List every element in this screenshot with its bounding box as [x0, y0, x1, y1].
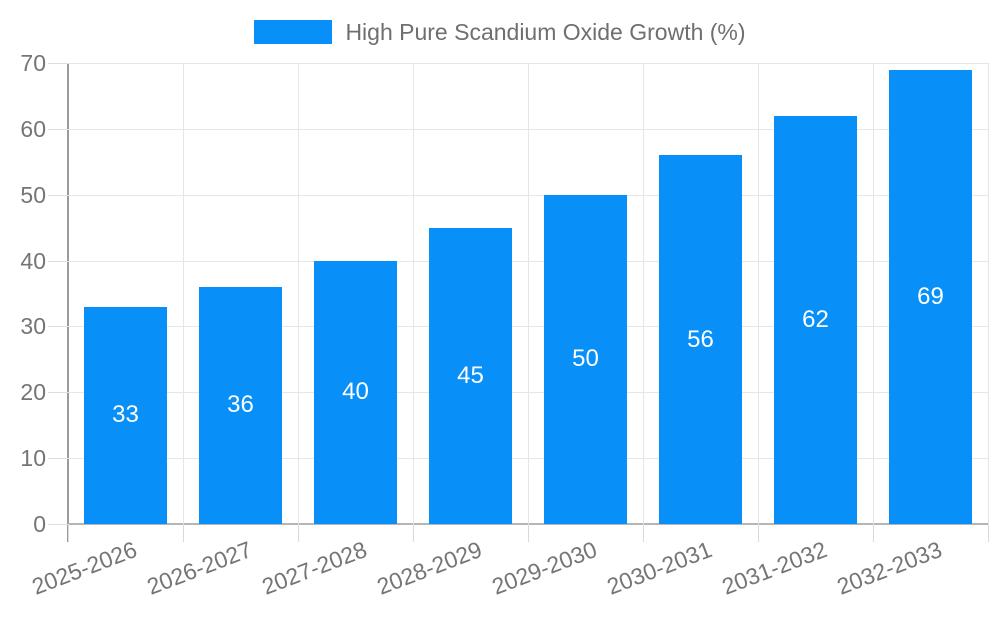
x-tick-label-2032-2033: 2032-2033 — [832, 536, 945, 600]
y-axis-line — [67, 63, 69, 542]
bar-value-label: 40 — [342, 378, 369, 406]
x-tick-mark-7 — [873, 524, 874, 542]
bar-chart: High Pure Scandium Oxide Growth (%) 33 36… — [0, 18, 1000, 600]
bar-value-label: 56 — [687, 325, 714, 353]
y-tick-mark-10 — [48, 458, 68, 460]
x-tick-mark-0 — [68, 524, 69, 542]
x-tick-mark-8 — [988, 524, 989, 542]
gridline-x-4 — [528, 63, 529, 524]
gridline-x-2 — [298, 63, 299, 524]
bar-2030-2031: 56 — [659, 155, 742, 524]
bar-2028-2029: 45 — [429, 227, 512, 524]
bar-value-label: 62 — [802, 305, 829, 333]
x-tick-mark-1 — [183, 524, 184, 542]
gridline-x-5 — [643, 63, 644, 524]
y-tick-label-60: 60 — [20, 115, 46, 142]
bar-2031-2032: 62 — [774, 115, 857, 524]
y-tick-mark-60 — [48, 128, 68, 130]
y-tick-mark-50 — [48, 194, 68, 196]
y-tick-label-50: 50 — [20, 181, 46, 208]
gridline-x-1 — [183, 63, 184, 524]
bar-value-label: 33 — [112, 401, 139, 429]
y-tick-mark-40 — [48, 260, 68, 262]
gridline-x-7 — [873, 63, 874, 524]
bar-value-label: 69 — [917, 282, 944, 310]
x-tick-mark-2 — [298, 524, 299, 542]
bar-2029-2030: 50 — [544, 194, 627, 524]
y-tick-mark-70 — [48, 63, 68, 64]
bar-value-label: 45 — [457, 361, 484, 389]
plot-area: 33 36 40 45 50 56 62 69 — [48, 63, 989, 542]
x-tick-mark-5 — [643, 524, 644, 542]
x-tick-mark-6 — [758, 524, 759, 542]
y-tick-label-20: 20 — [20, 379, 46, 406]
y-tick-label-30: 30 — [20, 313, 46, 340]
y-tick-mark-20 — [48, 392, 68, 394]
bar-2027-2028: 40 — [314, 260, 397, 524]
y-tick-mark-30 — [48, 326, 68, 328]
legend-swatch[interactable] — [254, 20, 333, 44]
bar-value-label: 50 — [572, 345, 599, 373]
legend-label[interactable]: High Pure Scandium Oxide Growth (%) — [345, 18, 746, 45]
bar-2025-2026: 33 — [84, 306, 167, 524]
bar-2026-2027: 36 — [199, 286, 282, 524]
y-tick-mark-0 — [48, 524, 68, 525]
bar-2032-2033: 69 — [889, 69, 972, 524]
gridline-x-3 — [413, 63, 414, 524]
y-tick-label-70: 70 — [20, 50, 46, 76]
x-tick-mark-4 — [528, 524, 529, 542]
y-tick-label-10: 10 — [20, 445, 46, 472]
gridline-x-8 — [988, 63, 989, 524]
x-tick-mark-3 — [413, 524, 414, 542]
y-tick-label-0: 0 — [33, 511, 46, 537]
gridline-x-6 — [758, 63, 759, 524]
y-tick-label-40: 40 — [20, 247, 46, 274]
legend[interactable]: High Pure Scandium Oxide Growth (%) — [0, 18, 1000, 46]
bar-value-label: 36 — [227, 391, 254, 419]
